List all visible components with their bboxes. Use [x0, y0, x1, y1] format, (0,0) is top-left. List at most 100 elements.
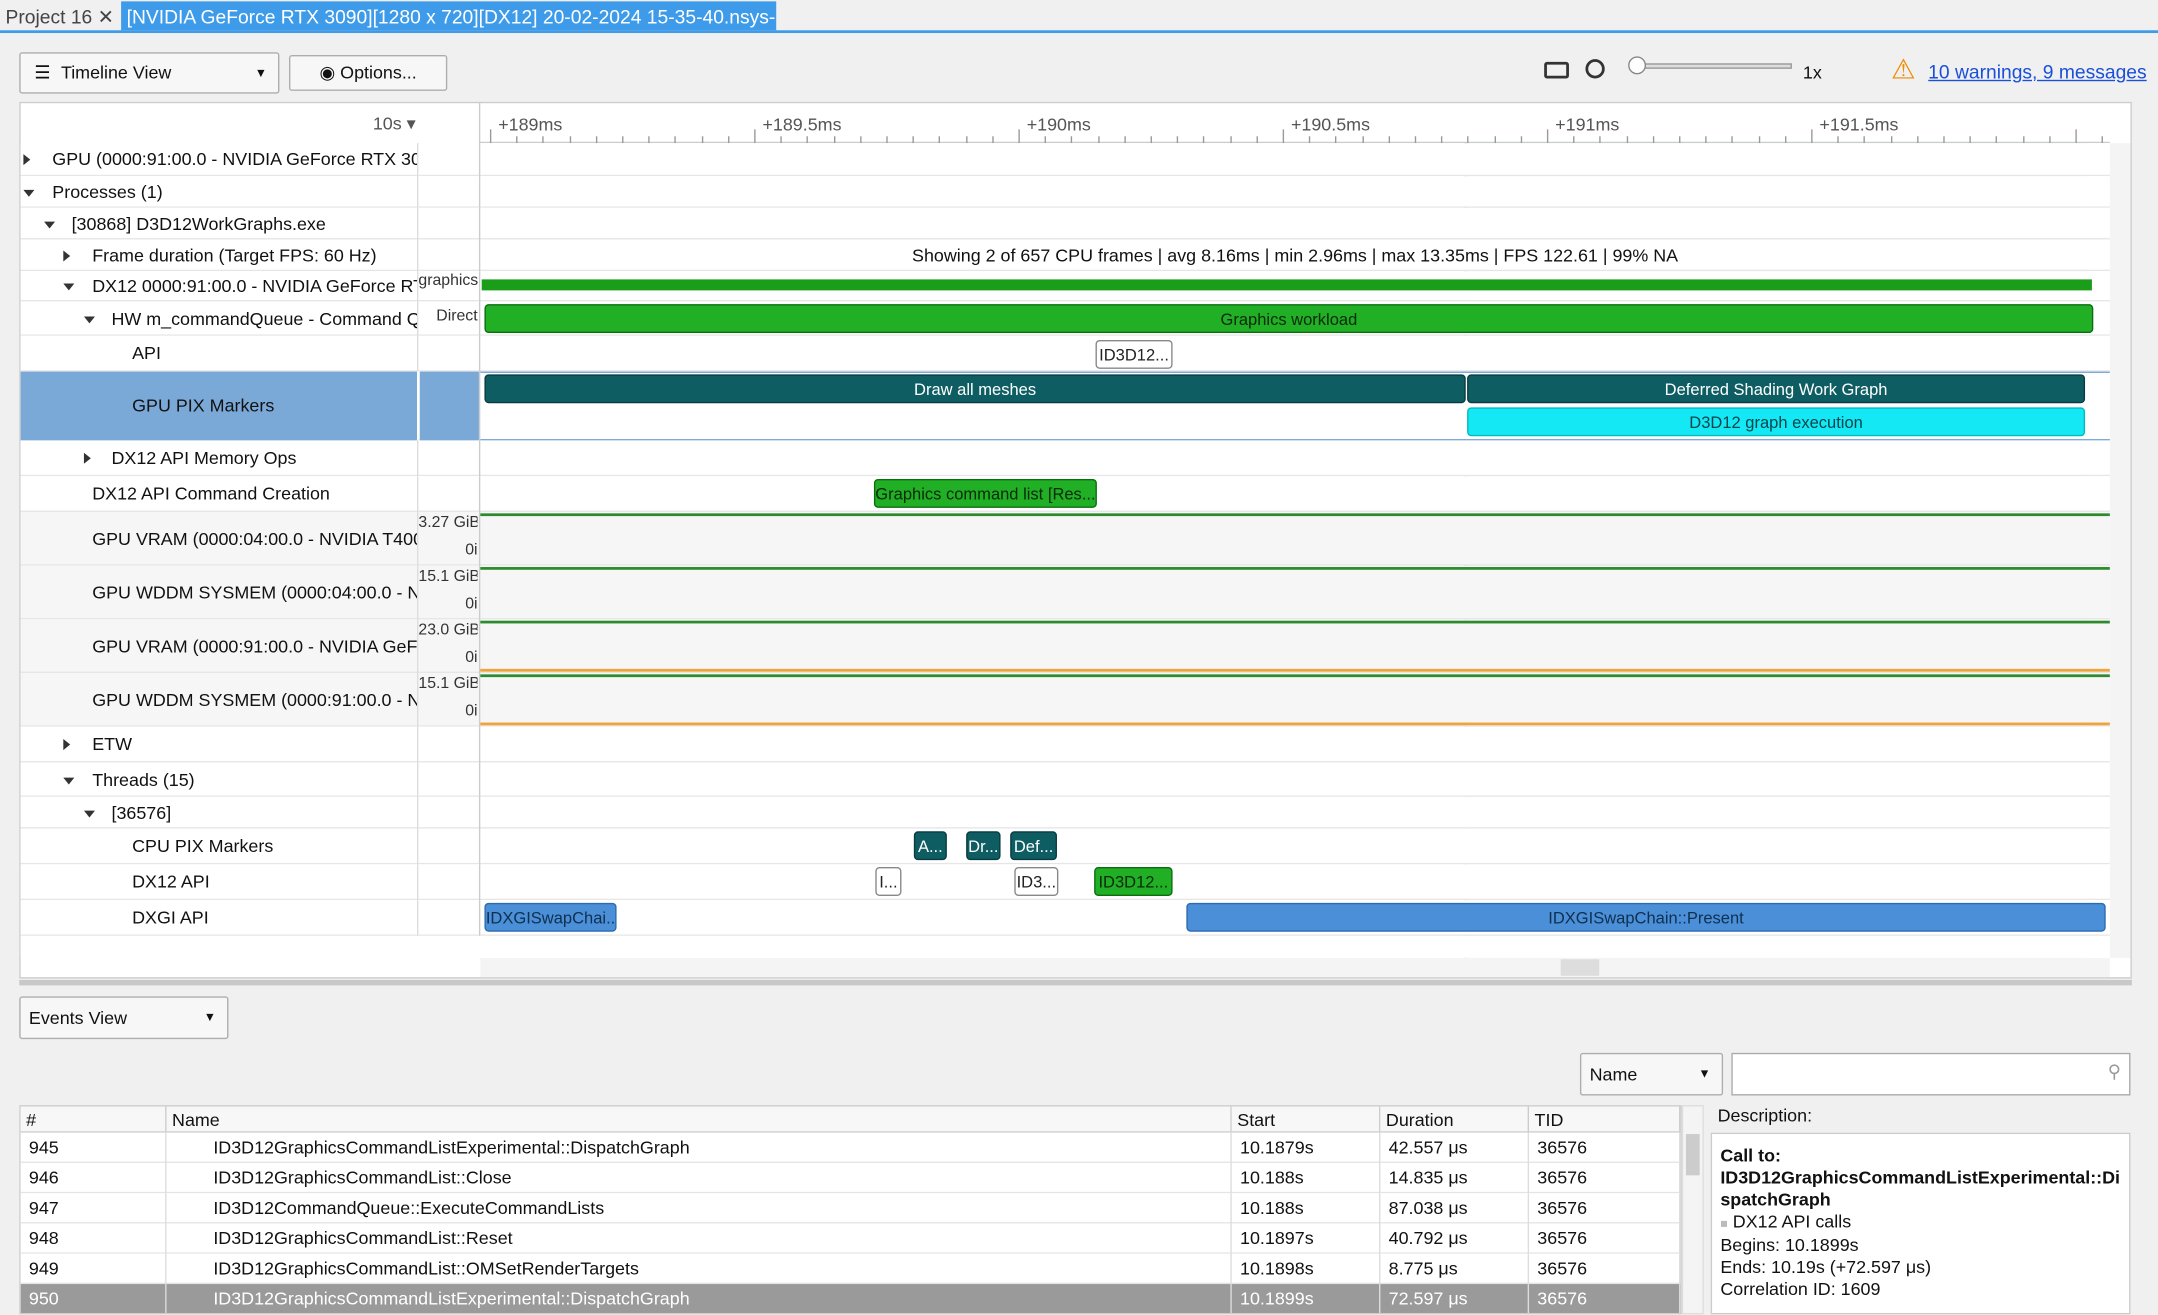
expander[interactable] [63, 776, 75, 784]
row-label[interactable]: DX12 API Memory Ops [111, 447, 297, 468]
desc-correlation: Correlation ID: 1609 [1720, 1278, 1881, 1300]
row-label[interactable]: DX12 0000:91:00.0 - NVIDIA GeForce RTX [92, 275, 418, 296]
side-label: 3.27 GiB [418, 514, 478, 532]
range-bar[interactable]: ID3D12... [1095, 339, 1173, 369]
scale-selector[interactable]: 10s ▾ [372, 112, 416, 134]
row-label[interactable]: Frame duration (Target FPS: 60 Hz) [92, 244, 377, 265]
expander[interactable] [63, 249, 71, 261]
table-cell: 36576 [1529, 1193, 1681, 1224]
col-divider [478, 511, 481, 566]
keyboard-icon[interactable] [1544, 61, 1569, 79]
expander[interactable] [63, 739, 71, 751]
col-divider [417, 565, 419, 620]
slider-thumb[interactable] [1628, 56, 1647, 75]
col-divider [417, 371, 419, 441]
expander[interactable] [23, 189, 35, 197]
options-button[interactable]: ◉ Options... [289, 55, 448, 91]
splitter [19, 979, 2132, 986]
table-row[interactable] [20, 1223, 1681, 1254]
range-bar[interactable]: IDXGISwapChai... [484, 902, 617, 932]
tab[interactable]: Project 16 ✕ [5, 5, 114, 28]
view-dropdown[interactable]: ☰ Timeline View ▼ [19, 52, 280, 94]
table-cell: 87.038 μs [1380, 1193, 1530, 1224]
memory-line-low [480, 722, 2110, 726]
range-bar[interactable]: ID3D12... [1094, 867, 1173, 896]
range-bar[interactable]: D3D12 graph execution [1467, 407, 2086, 437]
table-row[interactable] [20, 1162, 1681, 1194]
ruler-tick [1494, 136, 1496, 144]
element [1560, 959, 1600, 976]
range-bar[interactable]: Deferred Shading Work Graph [1467, 374, 2086, 404]
warnings-link[interactable]: 10 warnings, 9 messages [1928, 60, 2147, 83]
table-row[interactable] [20, 1253, 1681, 1285]
ruler-tick [859, 136, 862, 144]
column-header[interactable]: Start [1231, 1106, 1381, 1133]
table-cell: ID3D12GraphicsCommandList::OMSetRenderTa… [205, 1253, 1232, 1285]
range-bar[interactable]: A... [913, 831, 947, 861]
expander[interactable] [83, 315, 95, 323]
ruler-tick [1626, 136, 1628, 144]
table-row[interactable] [20, 1284, 1681, 1313]
col-divider [417, 143, 419, 177]
search-box[interactable]: ⚲ [1731, 1052, 2131, 1096]
range-bar[interactable]: Def... [1010, 831, 1057, 861]
ruler-tick [754, 129, 756, 144]
column-header[interactable]: Name [166, 1106, 1232, 1133]
ruler-tick [780, 136, 782, 144]
expander[interactable] [83, 809, 95, 817]
range-bar[interactable]: ID3... [1014, 867, 1059, 896]
expander[interactable] [44, 220, 56, 228]
col-divider [417, 476, 419, 512]
table-row[interactable] [20, 1193, 1681, 1224]
expander[interactable] [83, 452, 91, 464]
row-label[interactable]: HW m_commandQueue - Command Q [111, 307, 418, 329]
vscrollbar [2109, 143, 2131, 958]
memory-line-low [480, 668, 2110, 672]
table-cell: 40.792 μs [1380, 1223, 1530, 1254]
zoom-out-icon[interactable] [1585, 59, 1605, 79]
col-divider [417, 864, 419, 901]
col-divider [478, 565, 481, 620]
ruler-tick [1150, 136, 1152, 144]
table-cell: ID3D12CommandQueue::ExecuteCommandLists [205, 1193, 1232, 1224]
col-divider [478, 207, 481, 240]
range-bar[interactable]: Draw all meshes [484, 374, 1466, 404]
row-label[interactable]: [30868] D3D12WorkGraphs.exe [71, 212, 326, 234]
expander[interactable] [23, 154, 31, 166]
col-divider [417, 796, 419, 829]
col-divider [417, 335, 419, 372]
row-bg [20, 828, 2110, 865]
table-cell: ID3D12GraphicsCommandListExperimental::D… [205, 1132, 1232, 1163]
column-header[interactable]: # [20, 1106, 167, 1133]
column-header[interactable]: Duration [1380, 1106, 1530, 1133]
col-divider [417, 900, 419, 936]
row-label[interactable]: Processes (1) [52, 180, 163, 202]
range-bar[interactable]: Dr... [966, 831, 1001, 861]
row-label[interactable]: Threads (15) [92, 768, 195, 790]
col-divider [417, 271, 419, 302]
column-header[interactable]: TID [1529, 1106, 1681, 1133]
col-divider [417, 176, 419, 208]
element: ■ DX12 API calls [1720, 1211, 2120, 1234]
ruler-label: +190.5ms [1290, 114, 1371, 135]
row-label[interactable]: ETW [92, 733, 132, 755]
row-label[interactable]: [36576] [111, 801, 172, 823]
events-dropdown[interactable]: Events View ▼ [19, 996, 229, 1040]
range-bar[interactable]: Graphics command list [Res... [873, 478, 1097, 508]
table-row[interactable] [20, 1132, 1681, 1163]
ruler-tick [569, 136, 571, 144]
range-bar[interactable]: IDXGISwapChain::Present [1186, 902, 2106, 932]
expander[interactable] [63, 283, 75, 291]
row-bg [20, 796, 2110, 829]
table-cell: 945 [21, 1132, 167, 1163]
col-divider [417, 207, 419, 240]
range-bar[interactable]: I... [875, 867, 902, 896]
tab-active[interactable]: [NVIDIA GeForce RTX 3090][1280 x 720][DX… [121, 1, 777, 31]
col-divider [417, 239, 419, 272]
table-cell: 10.1898s [1232, 1253, 1381, 1285]
col-divider [478, 900, 481, 936]
filter-dropdown[interactable]: Name ▼ [1579, 1052, 1724, 1096]
element: ▼ [1698, 1066, 1711, 1081]
row-label[interactable]: GPU (0000:91:00.0 - NVIDIA GeForce RTX 3… [52, 148, 418, 170]
range-bar[interactable]: Graphics workload [484, 304, 2094, 334]
